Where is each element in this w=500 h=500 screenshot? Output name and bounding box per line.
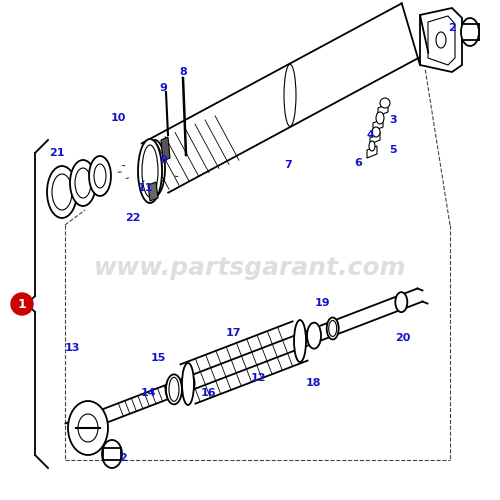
Text: 2: 2 — [119, 453, 127, 463]
Text: 19: 19 — [315, 298, 331, 308]
Text: 11: 11 — [137, 183, 153, 193]
Text: 2: 2 — [448, 23, 456, 33]
Ellipse shape — [166, 378, 182, 402]
Ellipse shape — [169, 378, 179, 402]
Text: 4: 4 — [366, 130, 374, 140]
Circle shape — [11, 293, 33, 315]
Ellipse shape — [68, 401, 108, 455]
Ellipse shape — [75, 168, 91, 198]
Ellipse shape — [70, 160, 96, 206]
Ellipse shape — [284, 64, 296, 126]
Text: 10: 10 — [110, 113, 126, 123]
Ellipse shape — [380, 98, 390, 108]
Ellipse shape — [166, 374, 182, 404]
Text: 9: 9 — [159, 155, 167, 165]
Ellipse shape — [78, 414, 98, 442]
Ellipse shape — [138, 139, 162, 203]
Ellipse shape — [326, 318, 338, 340]
Polygon shape — [420, 8, 462, 72]
Ellipse shape — [396, 292, 407, 312]
Text: 7: 7 — [284, 160, 292, 170]
Ellipse shape — [307, 322, 321, 348]
Polygon shape — [161, 137, 170, 161]
Polygon shape — [378, 104, 388, 116]
Text: 21: 21 — [49, 148, 65, 158]
Text: 17: 17 — [225, 328, 241, 338]
Ellipse shape — [436, 32, 446, 48]
Polygon shape — [370, 132, 380, 144]
Ellipse shape — [369, 141, 375, 151]
Text: 6: 6 — [354, 158, 362, 168]
Ellipse shape — [294, 320, 306, 362]
Text: 12: 12 — [250, 373, 266, 383]
Polygon shape — [367, 146, 377, 158]
Ellipse shape — [142, 145, 158, 197]
Ellipse shape — [47, 166, 77, 218]
Text: 14: 14 — [140, 388, 156, 398]
Ellipse shape — [102, 440, 122, 468]
Ellipse shape — [461, 18, 479, 46]
Text: 5: 5 — [389, 145, 397, 155]
Text: 13: 13 — [64, 343, 80, 353]
Ellipse shape — [89, 156, 111, 196]
Text: 15: 15 — [150, 353, 166, 363]
Ellipse shape — [145, 140, 165, 196]
Polygon shape — [428, 16, 455, 65]
Ellipse shape — [328, 320, 336, 336]
Text: 16: 16 — [200, 388, 216, 398]
Text: 8: 8 — [179, 67, 187, 77]
Ellipse shape — [148, 148, 162, 188]
Ellipse shape — [52, 174, 72, 210]
Text: 9: 9 — [159, 83, 167, 93]
Text: 3: 3 — [389, 115, 397, 125]
Text: 1: 1 — [18, 298, 26, 310]
Polygon shape — [148, 182, 158, 201]
Ellipse shape — [372, 127, 380, 137]
Ellipse shape — [376, 112, 384, 124]
Text: 20: 20 — [396, 333, 410, 343]
Ellipse shape — [182, 363, 194, 405]
Text: 18: 18 — [305, 378, 321, 388]
Ellipse shape — [94, 164, 106, 188]
Text: 22: 22 — [125, 213, 141, 223]
Ellipse shape — [182, 374, 194, 394]
Polygon shape — [373, 119, 383, 131]
Text: www.partsgarant.com: www.partsgarant.com — [94, 256, 406, 280]
